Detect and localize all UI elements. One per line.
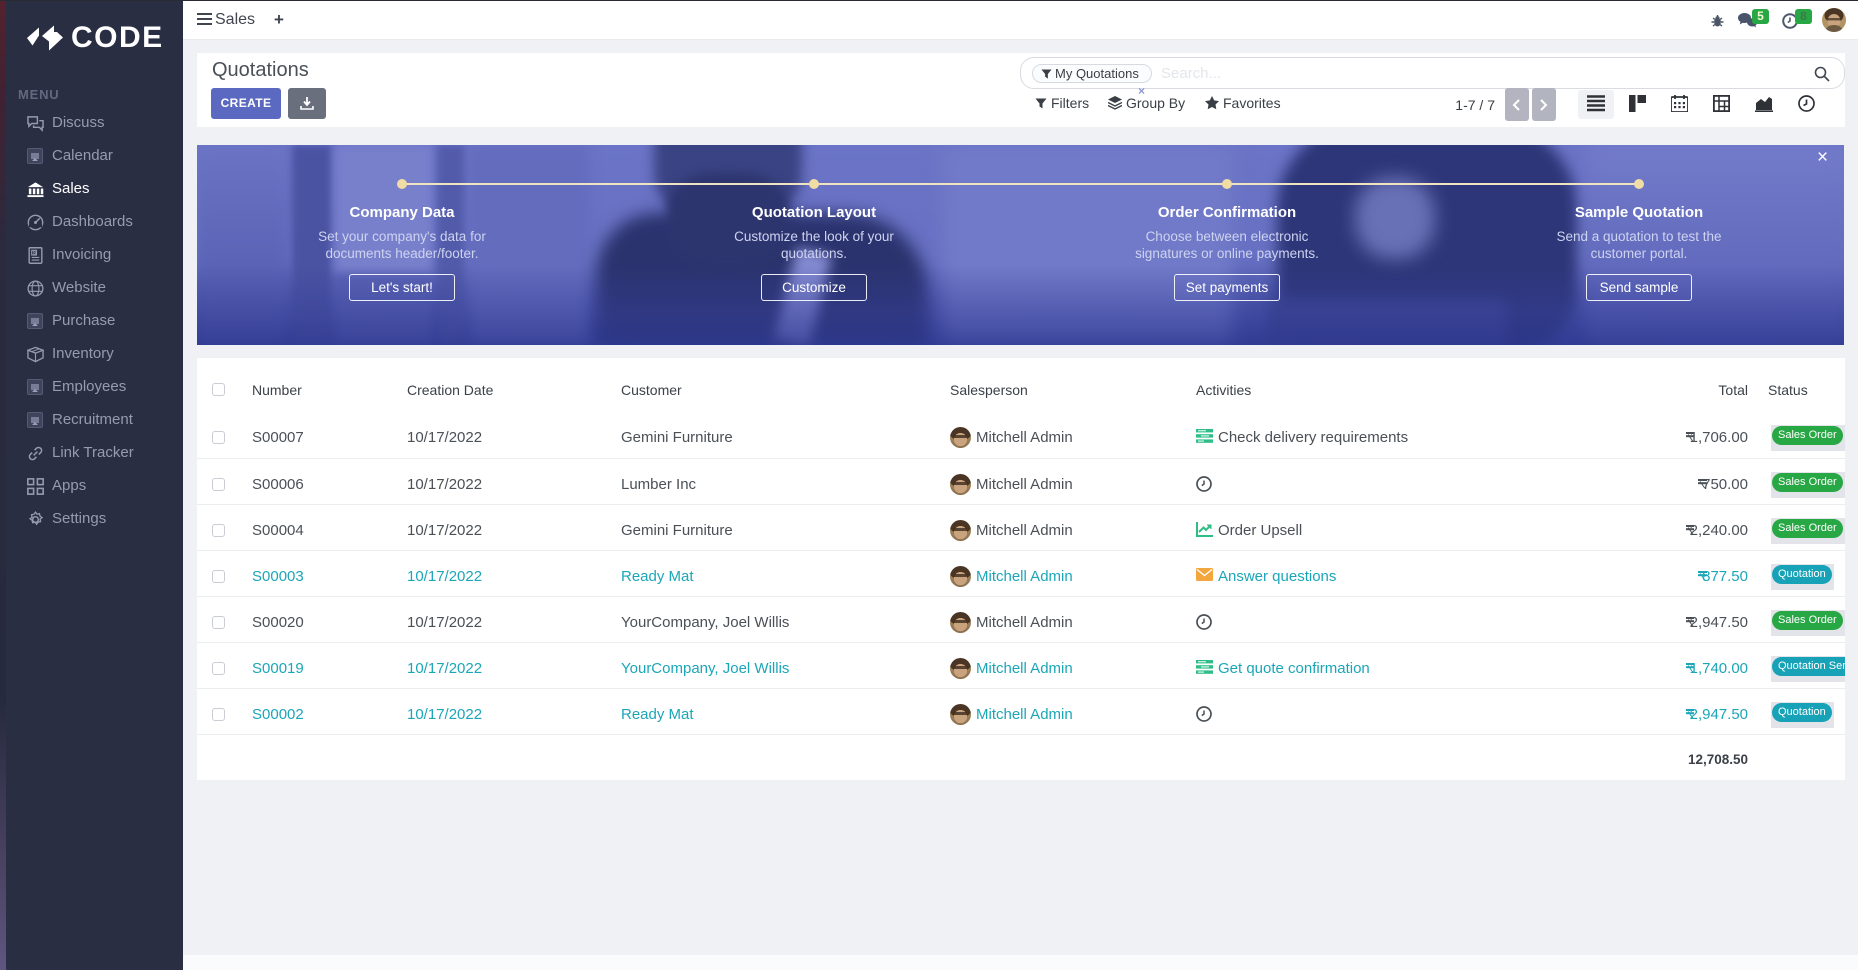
svg-text:S: S: [33, 250, 37, 256]
